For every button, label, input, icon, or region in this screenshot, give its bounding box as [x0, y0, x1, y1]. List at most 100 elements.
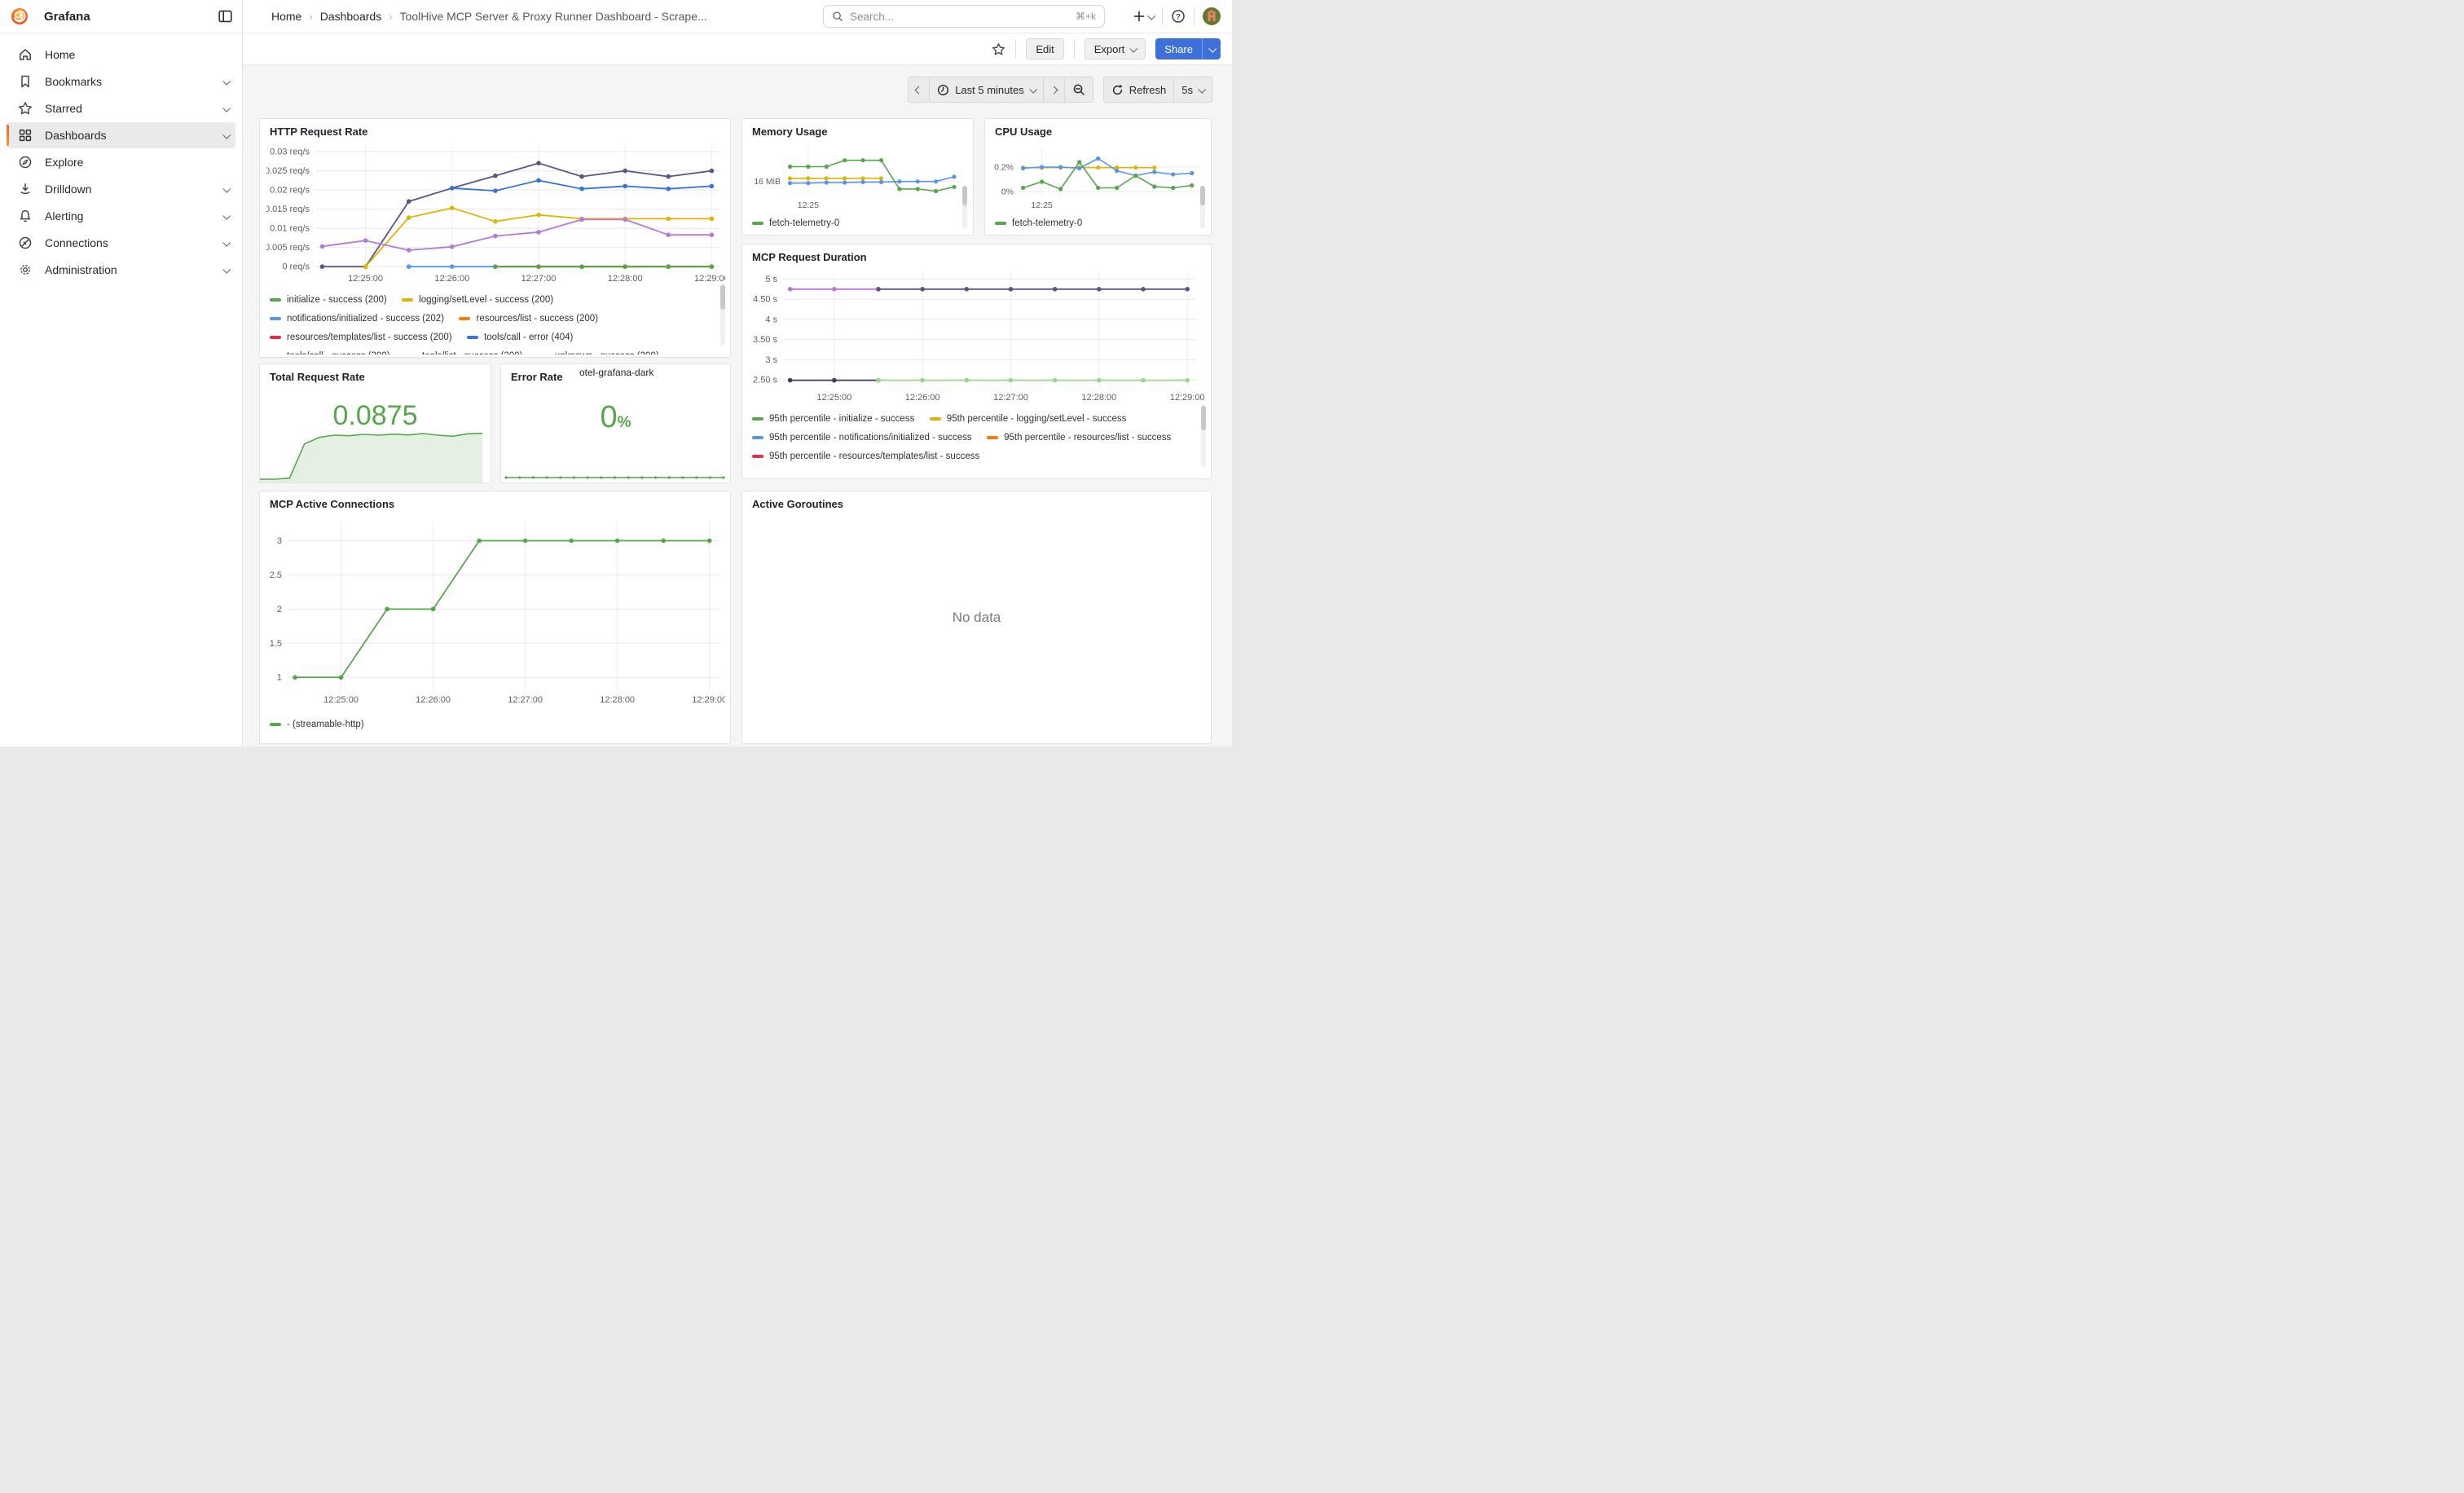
legend-item[interactable]: resources/templates/list - success (200) [270, 328, 452, 346]
svg-text:12:26:00: 12:26:00 [434, 274, 469, 284]
sidebar-item-label: Administration [45, 263, 117, 276]
legend-item[interactable]: 95th percentile - resources/templates/li… [752, 447, 979, 465]
panel-title[interactable]: Active Goroutines [752, 498, 843, 510]
total-request-rate-sparkline[interactable] [260, 404, 491, 482]
svg-text:12:27:00: 12:27:00 [521, 274, 557, 284]
panel-title[interactable]: HTTP Request Rate [270, 126, 368, 138]
panel-title[interactable]: Memory Usage [752, 126, 828, 138]
svg-text:0.005 req/s: 0.005 req/s [266, 243, 310, 253]
legend-item[interactable]: tools/call - success (200) [270, 346, 390, 355]
legend-scrollbar-thumb[interactable] [1201, 406, 1206, 430]
chevron-down-icon [1028, 85, 1037, 94]
breadcrumb-home[interactable]: Home [271, 10, 302, 23]
panel-http-request-rate: HTTP Request Rate 12:25:00 12:26:00 12:27:… [259, 118, 731, 358]
panel-title[interactable]: Total Request Rate [270, 371, 365, 383]
legend-label: tools/call - error (404) [484, 332, 574, 342]
svg-text:0.2%: 0.2% [994, 163, 1014, 173]
stat-unit: % [617, 414, 631, 431]
legend-swatch [459, 316, 471, 320]
legend-item[interactable]: unknown - success (200) [537, 346, 659, 355]
memory-usage-chart[interactable]: 12:25 16 MiB [749, 141, 966, 210]
panel-mcp-active-connections: MCP Active Connections 12:25:00 12:26:00 1… [259, 491, 731, 744]
breadcrumb-dashboards[interactable]: Dashboards [319, 10, 382, 23]
legend-scrollbar-thumb[interactable] [962, 186, 967, 205]
sidebar-item-alerting[interactable]: Alerting [7, 203, 235, 229]
legend-scrollbar-thumb[interactable] [1200, 186, 1205, 205]
legend-item[interactable]: fetch-telemetry-0 [752, 214, 839, 232]
no-data-message: No data [952, 609, 1001, 625]
refresh-interval-picker[interactable]: 5s [1174, 77, 1212, 102]
export-button[interactable]: Export [1084, 38, 1146, 59]
panel-title[interactable]: MCP Active Connections [270, 498, 395, 510]
svg-text:16 MiB: 16 MiB [754, 177, 781, 187]
legend-item[interactable]: tools/call - error (404) [467, 328, 573, 346]
mcp-active-connections-chart[interactable]: 12:25:00 12:26:00 12:27:00 12:28:00 12:29:00… [266, 513, 727, 709]
chevron-down-icon [222, 238, 231, 247]
svg-text:2.5: 2.5 [270, 570, 282, 580]
star-icon [992, 42, 1005, 55]
sidebar-item-explore[interactable]: Explore [7, 149, 235, 175]
svg-text:0.01 req/s: 0.01 req/s [270, 224, 310, 234]
refresh-interval-label: 5s [1181, 83, 1193, 96]
legend-item[interactable]: logging/setLevel - success (200) [402, 290, 553, 309]
legend-label: logging/setLevel - success (200) [419, 294, 554, 305]
sidebar-item-starred[interactable]: Starred [7, 95, 235, 121]
legend-item[interactable]: 95th percentile - initialize - success [752, 409, 914, 428]
grafana-logo[interactable] [10, 7, 29, 26]
svg-text:12:29:00: 12:29:00 [694, 274, 725, 284]
time-range-label: Last 5 minutes [955, 83, 1024, 96]
sidebar-collapse-button[interactable] [218, 10, 232, 23]
legend-scrollbar-track [1201, 404, 1206, 468]
legend-item[interactable]: resources/list - success (200) [459, 309, 598, 328]
legend-item[interactable]: 95th percentile - resources/list - succe… [987, 428, 1171, 447]
svg-text:12:25:00: 12:25:00 [348, 274, 383, 284]
chevron-down-icon [222, 211, 231, 220]
help-button[interactable]: ? [1171, 9, 1186, 24]
http-request-rate-chart[interactable]: 12:25:00 12:26:00 12:27:00 12:28:00 12:29:0 0… [265, 141, 729, 284]
svg-text:?: ? [1176, 12, 1181, 21]
legend-scrollbar-thumb[interactable] [720, 285, 725, 310]
svg-text:12:25: 12:25 [1031, 200, 1052, 208]
time-back-button[interactable] [909, 77, 931, 102]
legend-item[interactable]: 95th percentile - notifications/initiali… [752, 428, 972, 447]
mcp-request-duration-chart[interactable]: 12:25:00 12:26:00 12:27:00 12:28:00 12:29:00… [749, 266, 1205, 403]
legend-item[interactable]: tools/list - success (200) [405, 346, 522, 355]
svg-text:12:25:00: 12:25:00 [323, 695, 359, 705]
search-input[interactable]: Search... ⌘+k [823, 5, 1105, 28]
legend-label: 95th percentile - initialize - success [769, 413, 915, 424]
sidebar-item-administration[interactable]: Administration [7, 257, 235, 283]
sidebar-item-home[interactable]: Home [7, 42, 235, 68]
sidebar-item-bookmarks[interactable]: Bookmarks [7, 68, 235, 95]
legend-scrollbar-track [962, 186, 967, 228]
chevron-down-icon [222, 184, 231, 193]
zoom-out-button[interactable] [1064, 77, 1093, 102]
favorite-star-button[interactable] [992, 42, 1005, 56]
edit-button[interactable]: Edit [1026, 38, 1064, 59]
legend-item[interactable]: initialize - success (200) [270, 290, 387, 309]
share-button[interactable]: Share [1155, 38, 1202, 59]
panel-title[interactable]: MCP Request Duration [752, 251, 867, 263]
chevron-down-icon [222, 265, 231, 274]
legend-label: 95th percentile - resources/templates/li… [769, 451, 980, 461]
legend-item[interactable]: - (streamable-http) [270, 715, 364, 733]
legend-item[interactable]: fetch-telemetry-0 [995, 214, 1082, 232]
grafana-dashboard-page: Home › Dashboards › ToolHive MCP Server … [0, 0, 1232, 746]
cpu-usage-chart[interactable]: 12:25 0% 0.2% [992, 141, 1204, 210]
legend-item[interactable]: notifications/initialized - success (202… [270, 309, 444, 328]
user-avatar[interactable] [1203, 7, 1221, 25]
sidebar-item-drilldown[interactable]: Drilldown [7, 176, 235, 202]
legend-swatch [467, 335, 479, 339]
add-button[interactable] [1133, 10, 1156, 23]
sidebar-item-connections[interactable]: Connections [7, 230, 235, 256]
error-rate-sparkline[interactable] [501, 468, 730, 481]
time-forward-button[interactable] [1043, 77, 1065, 102]
svg-text:1.5: 1.5 [270, 639, 282, 649]
svg-text:0.015 req/s: 0.015 req/s [266, 205, 310, 214]
share-menu-button[interactable] [1202, 38, 1221, 59]
panel-title[interactable]: Error Rate [511, 371, 563, 383]
legend-item[interactable]: 95th percentile - logging/setLevel - suc… [929, 409, 1126, 428]
refresh-button[interactable]: Refresh [1103, 77, 1175, 102]
panel-title[interactable]: CPU Usage [995, 126, 1053, 138]
sidebar-item-dashboards[interactable]: Dashboards [7, 122, 235, 148]
time-range-picker[interactable]: Last 5 minutes [930, 77, 1044, 102]
